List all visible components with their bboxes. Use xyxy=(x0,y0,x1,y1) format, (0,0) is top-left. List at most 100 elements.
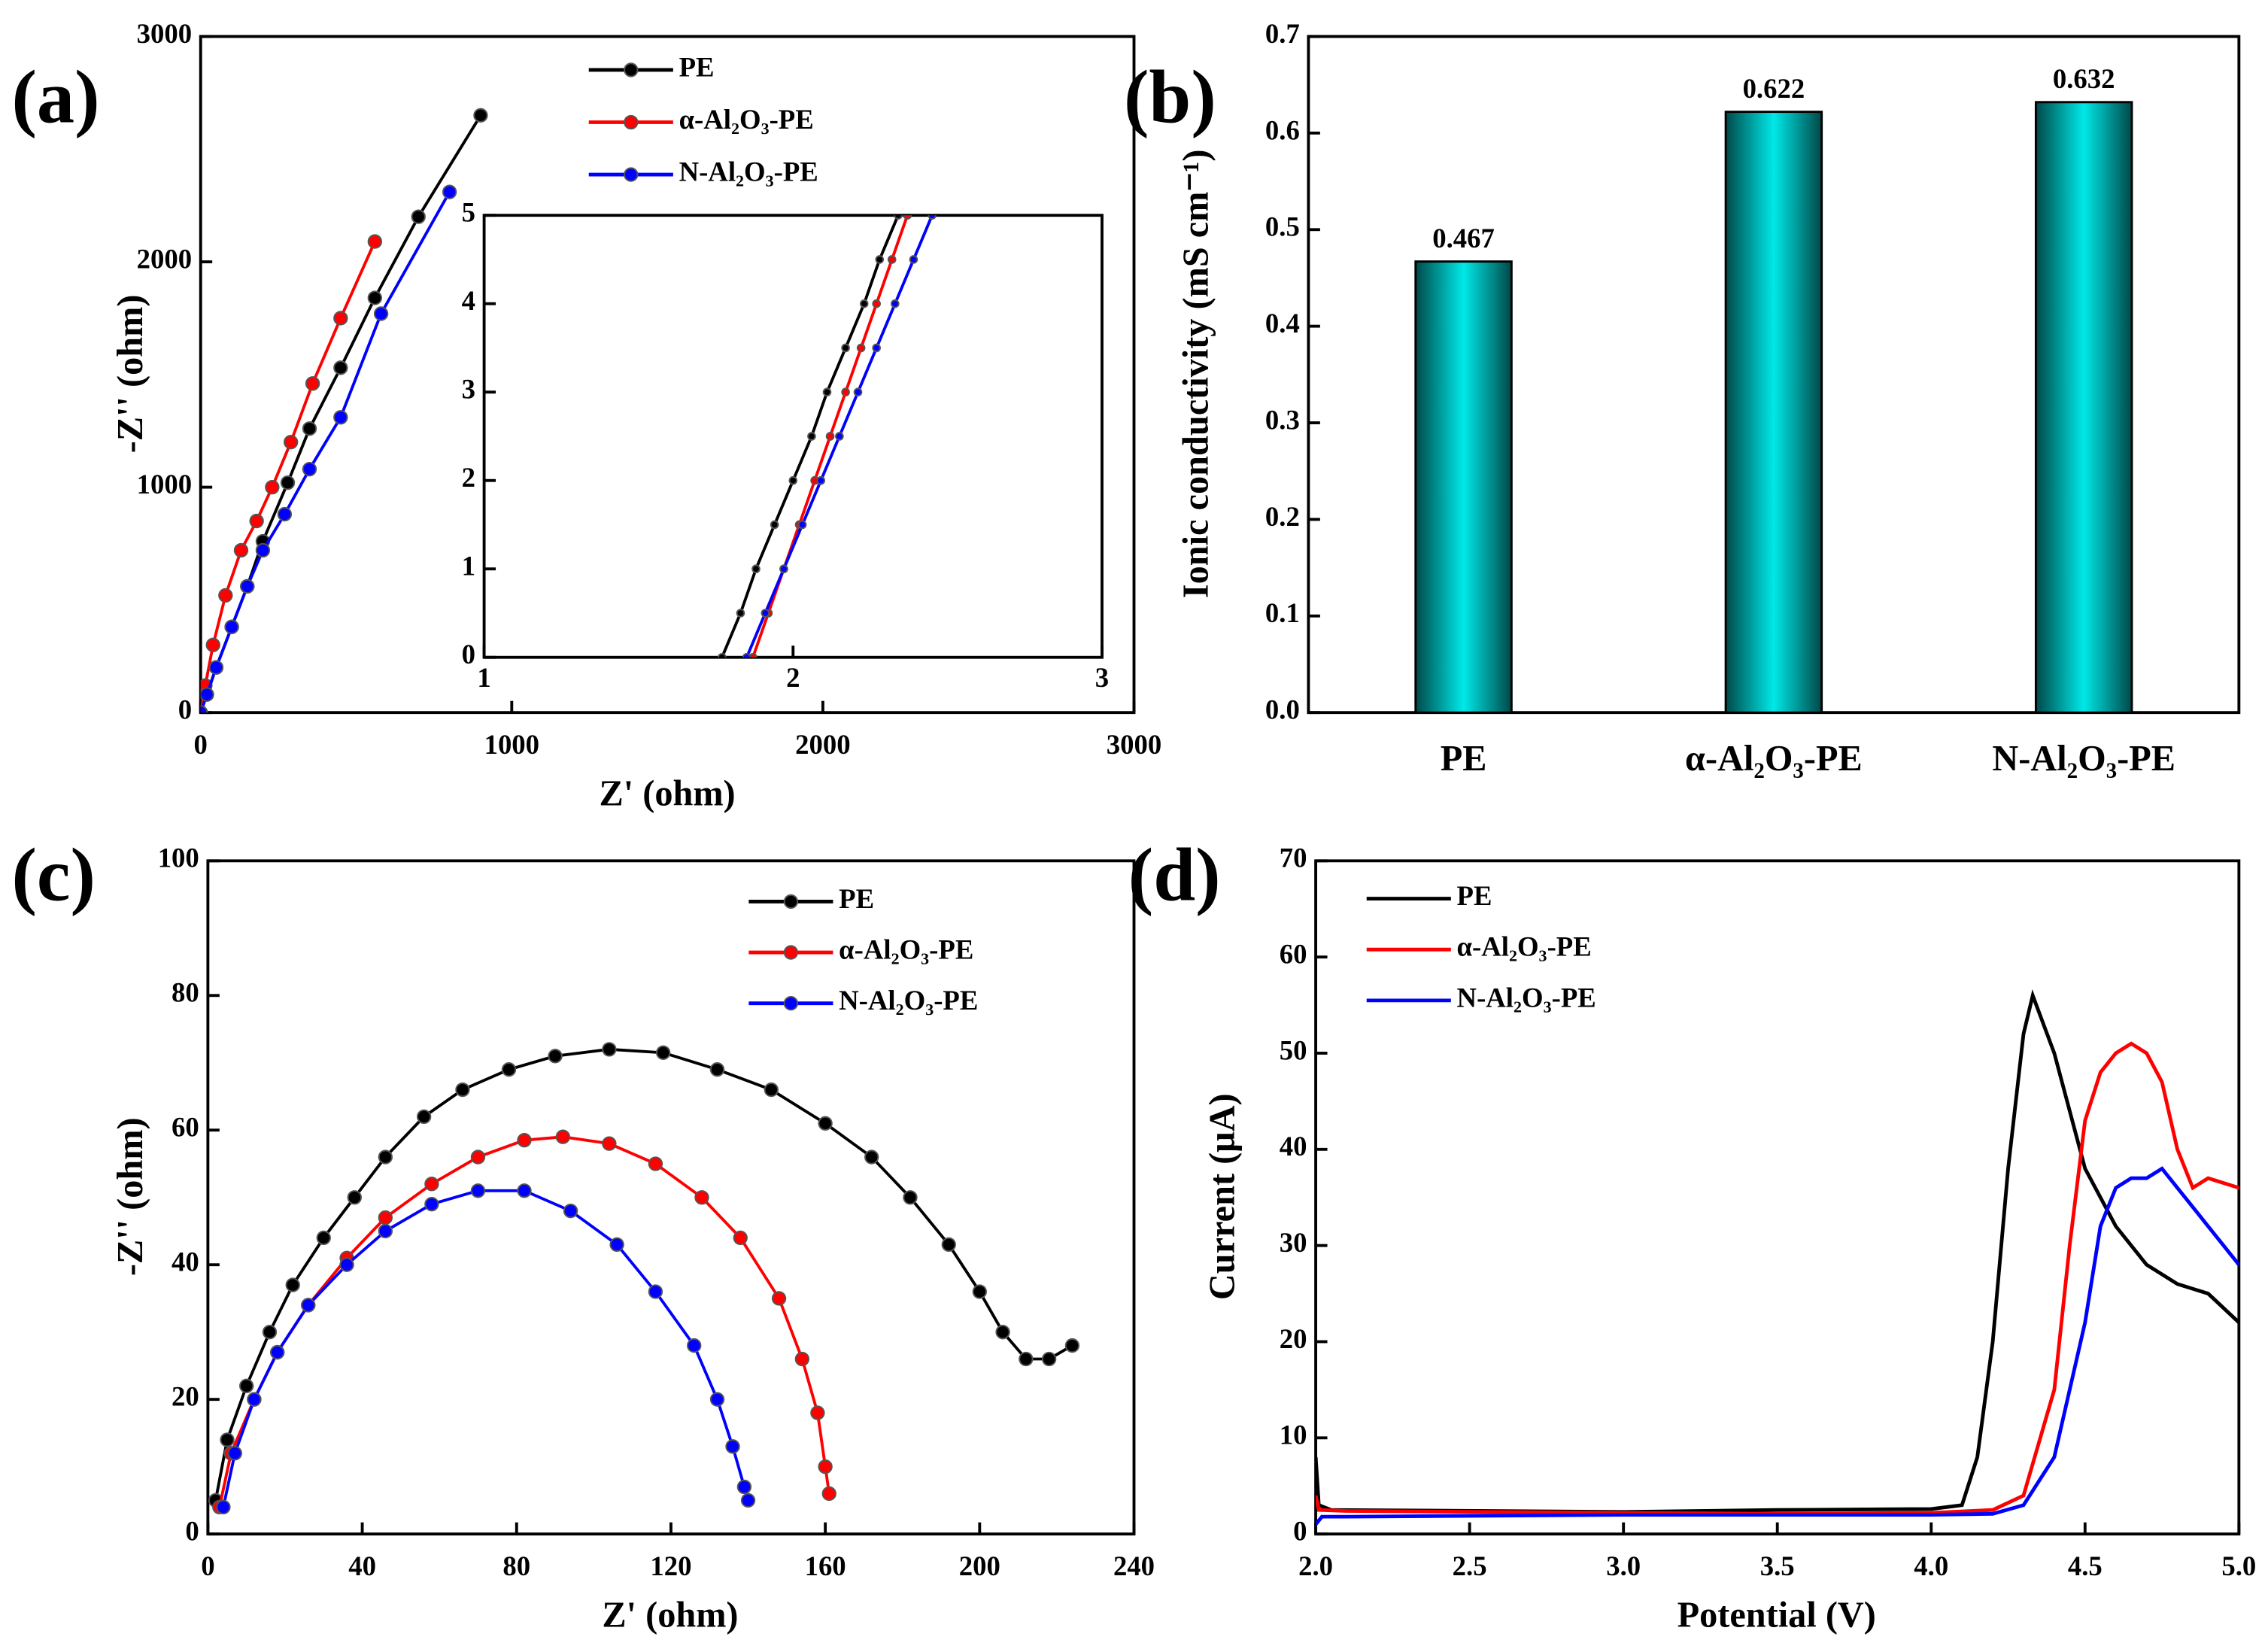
x-tick-label: 5.0 xyxy=(2221,1550,2256,1581)
y-tick-label: 0.2 xyxy=(1265,501,1300,532)
y-tick-label: 2 xyxy=(462,462,475,493)
x-tick-label: 3.5 xyxy=(1760,1550,1795,1581)
legend-marker xyxy=(624,167,639,182)
legend-label: N-Al₂O₃-PE xyxy=(839,985,978,1016)
x-tick-label: 160 xyxy=(805,1550,846,1581)
y-tick-label: 4 xyxy=(462,285,475,316)
panel-label: (a) xyxy=(11,54,99,138)
y-tick-label: 0.1 xyxy=(1265,597,1300,628)
data-point xyxy=(240,579,255,594)
data-point xyxy=(818,1116,833,1131)
data-point xyxy=(305,376,320,391)
legend-label: PE xyxy=(839,883,874,914)
panel-label: (c) xyxy=(11,832,96,916)
legend-marker xyxy=(624,114,639,130)
data-point xyxy=(216,1499,231,1515)
data-point xyxy=(470,1149,486,1165)
data-point xyxy=(740,1493,756,1508)
y-tick-label: 2000 xyxy=(137,243,192,274)
y-axis-title: -Z'' (ohm) xyxy=(111,1117,150,1276)
data-point xyxy=(255,542,271,558)
y-axis-title: Ionic conductivity (mS cm⁻¹) xyxy=(1177,150,1216,599)
data-point xyxy=(825,432,835,441)
data-point xyxy=(602,1042,617,1057)
bar xyxy=(1414,260,1513,714)
series-line xyxy=(1316,1166,2239,1526)
data-point xyxy=(764,1082,779,1098)
data-point xyxy=(909,255,918,264)
data-point xyxy=(794,1351,810,1367)
x-tick-label: 2.0 xyxy=(1298,1550,1333,1581)
y-tick-label: 20 xyxy=(1280,1323,1307,1354)
data-point xyxy=(249,513,264,529)
data-point xyxy=(748,652,758,657)
data-point xyxy=(200,687,214,702)
x-tick-label: 3.0 xyxy=(1606,1550,1641,1581)
bar xyxy=(2034,101,2133,714)
series-line xyxy=(200,191,451,713)
legend-marker xyxy=(624,62,639,77)
data-point xyxy=(367,234,382,249)
data-point xyxy=(347,1190,362,1205)
bar-value-label: 0.622 xyxy=(1743,73,1805,104)
data-point xyxy=(995,1325,1010,1340)
data-point xyxy=(821,1486,836,1502)
data-point xyxy=(972,1284,987,1299)
plot-area xyxy=(718,215,937,657)
plot-area xyxy=(200,108,488,713)
bar-value-label: 0.467 xyxy=(1432,223,1495,254)
data-point xyxy=(816,475,826,485)
data-point xyxy=(859,299,869,308)
y-tick-label: 0.5 xyxy=(1265,211,1300,242)
data-point xyxy=(333,410,348,425)
data-point xyxy=(887,255,897,264)
y-axis-title: Current (μA) xyxy=(1202,1093,1242,1300)
y-tick-label: 40 xyxy=(1280,1131,1307,1162)
x-tick-label: 4.0 xyxy=(1914,1550,1948,1581)
y-tick-label: 60 xyxy=(172,1112,199,1143)
data-point xyxy=(872,343,881,353)
data-point xyxy=(835,432,844,441)
y-tick-label: 0.3 xyxy=(1265,404,1300,435)
data-point xyxy=(742,652,751,657)
data-point xyxy=(810,1405,825,1420)
data-point xyxy=(220,1432,235,1447)
legend-label: PE xyxy=(679,51,715,82)
y-tick-label: 3 xyxy=(462,374,475,405)
data-point xyxy=(333,311,348,326)
y-tick-label: 50 xyxy=(1280,1034,1307,1065)
x-axis-title: Potential (V) xyxy=(1677,1595,1876,1635)
y-tick-label: 0.0 xyxy=(1265,694,1300,725)
data-point xyxy=(709,1392,725,1407)
data-point xyxy=(416,1109,432,1125)
x-tick-label: 3000 xyxy=(1107,729,1161,760)
data-point xyxy=(302,421,317,436)
data-point xyxy=(339,1257,354,1272)
x-axis-title: Z' (ohm) xyxy=(600,773,736,813)
data-point xyxy=(648,1284,663,1299)
x-axis-title: Z' (ohm) xyxy=(602,1595,738,1635)
x-tick-label: 2.5 xyxy=(1453,1550,1487,1581)
y-tick-label: 5 xyxy=(462,197,475,228)
plot-area xyxy=(208,1042,1080,1515)
data-point xyxy=(239,1378,254,1393)
data-point xyxy=(367,290,382,305)
data-point xyxy=(1064,1338,1080,1353)
data-point xyxy=(208,660,224,675)
data-point xyxy=(771,1291,787,1306)
y-tick-label: 0 xyxy=(462,639,475,670)
data-point xyxy=(648,1156,663,1171)
y-tick-label: 0.6 xyxy=(1265,114,1300,145)
data-point xyxy=(1041,1351,1057,1367)
data-point xyxy=(1019,1351,1034,1367)
data-point xyxy=(233,542,249,558)
data-point xyxy=(736,609,745,618)
data-point xyxy=(280,475,296,490)
data-point xyxy=(501,1062,517,1077)
data-point xyxy=(227,1446,242,1461)
legend-label: α-Al₂O₃-PE xyxy=(839,934,973,964)
legend-marker xyxy=(783,996,799,1011)
data-point xyxy=(247,1392,262,1407)
x-tick-label: 40 xyxy=(348,1550,376,1581)
panel-label: (b) xyxy=(1124,54,1216,138)
